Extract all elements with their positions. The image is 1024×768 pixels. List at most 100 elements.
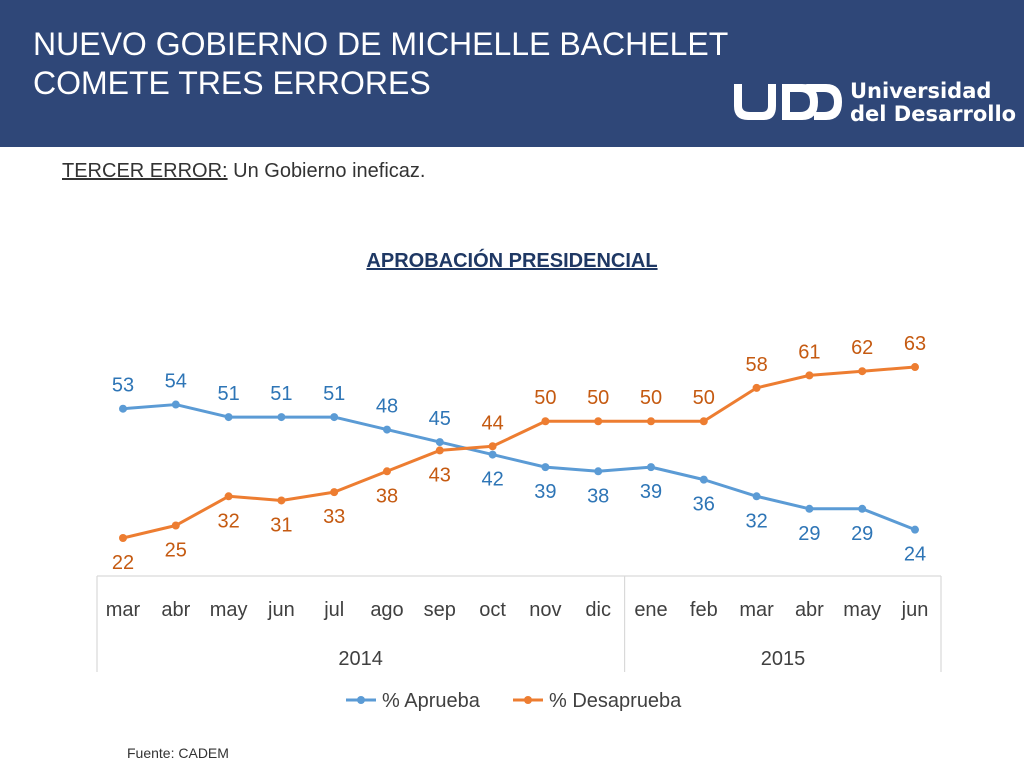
data-point	[383, 467, 391, 476]
data-label: 48	[376, 396, 398, 418]
subtitle-label: TERCER ERROR:	[62, 160, 228, 182]
axis-tick-label: abr	[795, 599, 824, 621]
data-label: 22	[112, 552, 134, 574]
axis-group-label: 2015	[761, 648, 806, 670]
data-point	[435, 446, 444, 455]
data-point	[541, 417, 550, 426]
data-label: 53	[112, 375, 134, 397]
data-point	[699, 417, 708, 426]
axis-tick-label: may	[210, 599, 248, 621]
data-point	[119, 534, 127, 542]
axis-group-label: 2014	[338, 648, 383, 670]
axis-tick-label: feb	[690, 599, 718, 621]
axis-tick-label: oct	[479, 599, 506, 621]
legend-label: % Desaprueba	[549, 690, 682, 712]
data-point	[541, 463, 550, 472]
data-point	[383, 425, 391, 434]
header-banner: NUEVO GOBIERNO DE MICHELLE BACHELET COME…	[0, 0, 1024, 147]
data-label: 45	[429, 408, 451, 430]
data-label: 51	[217, 383, 239, 405]
data-label: 29	[851, 523, 873, 545]
title-line-2: COMETE TRES ERRORES	[33, 65, 431, 101]
axis-tick-label: abr	[161, 599, 190, 621]
udd-logo: Universidad del Desarrollo	[730, 78, 1016, 128]
legend-swatch-dot	[357, 696, 365, 704]
data-label: 50	[693, 387, 715, 409]
data-label: 38	[587, 485, 609, 507]
data-point	[224, 413, 233, 422]
series-line-desaprueba	[122, 365, 916, 540]
data-label: 51	[270, 383, 292, 405]
source-note: Fuente: CADEM	[127, 745, 229, 761]
data-point	[435, 438, 444, 447]
data-label: 25	[165, 539, 187, 561]
axis-tick-label: jul	[323, 599, 344, 621]
data-label: 54	[165, 371, 187, 393]
data-point	[752, 492, 761, 501]
data-label: 36	[693, 494, 715, 516]
data-point	[805, 504, 814, 513]
data-label: 29	[798, 523, 820, 545]
data-label: 51	[323, 383, 345, 405]
data-point	[330, 413, 339, 422]
axis-tick-label: ago	[370, 599, 403, 621]
data-point	[752, 383, 761, 392]
data-label: 24	[904, 544, 926, 566]
data-label: 63	[904, 333, 926, 355]
logo-line-1: Universidad	[850, 79, 992, 103]
data-label: 58	[745, 354, 767, 376]
data-point	[277, 413, 286, 422]
legend-label: % Aprueba	[382, 690, 481, 712]
data-label: 50	[587, 387, 609, 409]
axis-tick-label: sep	[424, 599, 456, 621]
data-point	[594, 467, 603, 476]
subtitle: TERCER ERROR: Un Gobierno ineficaz.	[62, 160, 425, 183]
data-label: 32	[745, 510, 767, 532]
data-label: 39	[534, 481, 556, 503]
data-label: 62	[851, 337, 873, 359]
data-point	[699, 475, 708, 484]
data-point	[911, 363, 919, 372]
title-line-1: NUEVO GOBIERNO DE MICHELLE BACHELET	[33, 26, 729, 62]
data-label: 38	[376, 485, 398, 507]
data-label: 44	[481, 412, 503, 434]
logo-line-2: del Desarrollo	[850, 102, 1017, 126]
data-point	[647, 417, 655, 426]
data-label: 50	[640, 387, 662, 409]
axis-tick-label: dic	[585, 599, 611, 621]
legend-swatch-dot	[524, 696, 532, 704]
data-point	[171, 521, 180, 530]
axis-tick-label: ene	[634, 599, 667, 621]
axis-tick-label: mar	[106, 599, 141, 621]
udd-logo-mark	[734, 84, 842, 120]
series-line-aprueba	[122, 403, 916, 532]
data-point	[224, 492, 233, 501]
data-label: 43	[429, 464, 451, 486]
subtitle-text: Un Gobierno ineficaz.	[227, 160, 426, 182]
data-point	[594, 417, 603, 426]
data-label: 33	[323, 506, 345, 528]
data-label: 31	[270, 514, 292, 536]
legend-item: % Desaprueba	[513, 690, 682, 712]
axis-tick-label: nov	[529, 599, 561, 621]
data-label: 32	[217, 510, 239, 532]
data-point	[647, 463, 655, 472]
data-label: 61	[798, 341, 820, 363]
data-point	[805, 371, 814, 380]
legend-item: % Aprueba	[346, 690, 481, 712]
data-label: 39	[640, 481, 662, 503]
data-point	[330, 488, 339, 497]
axis-tick-label: mar	[739, 599, 774, 621]
data-point	[488, 442, 497, 451]
axis-tick-label: may	[843, 599, 881, 621]
data-point	[171, 400, 180, 409]
axis-tick-label: jun	[901, 599, 929, 621]
data-label: 42	[481, 469, 503, 491]
data-point	[277, 496, 286, 505]
data-point	[858, 367, 867, 376]
axis-tick-label: jun	[267, 599, 295, 621]
data-point	[488, 450, 497, 459]
data-point	[119, 404, 127, 413]
chart-title: APROBACIÓN PRESIDENCIAL	[366, 250, 658, 272]
